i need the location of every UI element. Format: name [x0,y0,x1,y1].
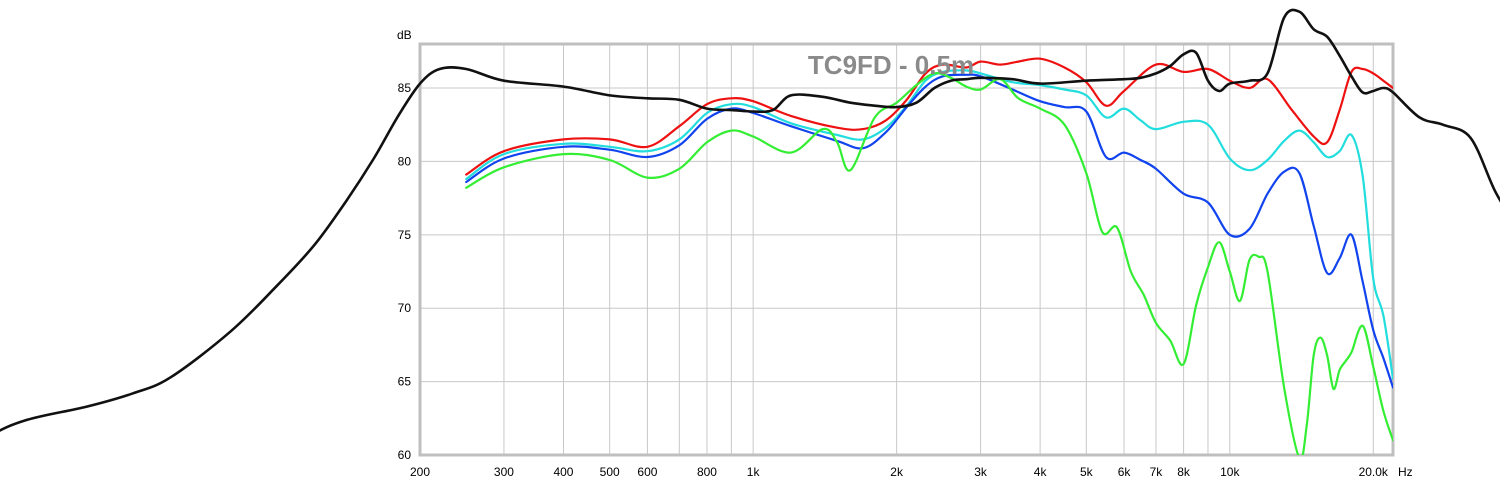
series-line-1 [465,57,1393,176]
x-axis-tick-labels: 200 300 400 500 600 800 1k 2k 3k 4k 5k 6k 7k 8k 10k 20.… [410,465,1389,479]
series-lines-unclipped [0,8,1500,432]
plot-frame [418,42,1395,457]
x-tick-label: 7k [1150,465,1164,479]
chart-title: TC9FD - 0.5m [808,50,974,80]
x-tick-label: 20.0k [1359,465,1389,479]
x-tick-label: 500 [600,465,620,479]
x-tick-label: 10k [1220,465,1240,479]
x-tick-label: 5k [1080,465,1094,479]
x-axis-unit: Hz [1398,465,1413,479]
x-tick-label: 200 [410,465,430,479]
y-tick-label: 80 [398,154,412,168]
x-tick-label: 6k [1118,465,1132,479]
y-axis-tick-labels: 60 65 70 75 80 85 [398,81,412,462]
x-tick-label: 3k [974,465,988,479]
series-line-2 [465,69,1393,380]
y-tick-label: 75 [398,228,412,242]
x-tick-label: 4k [1034,465,1048,479]
x-tick-label: 800 [697,465,717,479]
y-tick-label: 85 [398,81,412,95]
plot-area [420,44,1393,455]
x-tick-label: 600 [637,465,657,479]
x-tick-label: 1k [747,465,761,479]
x-tick-label: 8k [1177,465,1191,479]
series-line-5 [0,8,1500,432]
y-tick-label: 65 [398,375,412,389]
y-tick-label: 60 [398,448,412,462]
series-line-4 [465,72,1393,455]
x-tick-label: 300 [494,465,514,479]
y-axis-unit: dB [397,28,412,42]
y-tick-label: 70 [398,301,412,315]
x-tick-label: 400 [553,465,573,479]
x-tick-label: 2k [890,465,904,479]
